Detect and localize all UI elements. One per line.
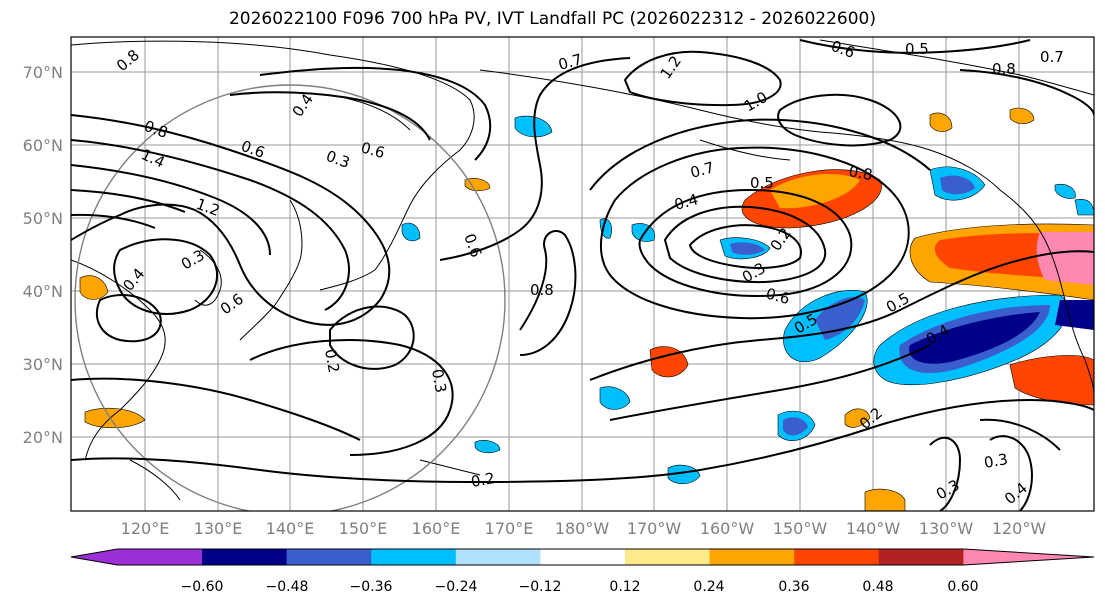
lat-label: 70°N [23,63,63,82]
colorbar-cell [709,549,795,565]
colorbar-tick-label: −0.24 [435,579,478,595]
colorbar-tick-label: 0.60 [947,579,978,595]
contour-label: 0.5 [905,40,929,58]
lon-label: 180°W [555,519,610,538]
lon-label: 120°W [992,519,1047,538]
lat-label: 20°N [23,428,63,447]
lon-label: 160°W [700,519,755,538]
colorbar-tick-label: −0.36 [350,579,393,595]
colorbar-cell [625,549,710,565]
contour-label: 0.8 [992,60,1016,78]
colorbar-cell [117,549,202,565]
colorbar-cell [202,549,287,565]
colorbar-tick-label: −0.12 [519,579,562,595]
contour-label: 0.2 [470,469,497,491]
lon-label: 140°E [266,519,315,538]
contour-label: 0.6 [359,138,387,162]
colorbar-ticks: −0.60 −0.48 −0.36 −0.24 −0.12 0.12 0.24 … [181,579,979,595]
colorbar-cell [455,549,541,565]
colorbar-tick-label: 0.24 [693,579,724,595]
colorbar-cell [878,549,964,565]
contour-label: 0.2 [321,348,343,375]
colorbar-cell [540,549,626,565]
contour-labels: 0.8 0.7 1.2 1.0 0.6 0.5 0.8 0.7 0.4 0.6 … [113,37,1064,508]
coastlines [71,39,1094,501]
colorbar-tick-label: −0.48 [266,579,309,595]
colorbar-cells [70,548,1095,566]
contour-label: 0.8 [530,281,554,299]
colorbar-cell [371,549,457,565]
pv-contours [71,39,1094,511]
lon-label: 150°E [339,519,388,538]
lat-label: 50°N [23,209,63,228]
contour-label: 0.3 [983,450,1010,472]
lon-label: 150°W [773,519,828,538]
longitude-labels: 120°E 130°E 140°E 150°E 160°E 170°E 180°… [121,519,1047,538]
lon-label: 130°W [919,519,974,538]
colorbar-tick-label: 0.48 [862,579,893,595]
ivt-shading [79,107,1094,511]
lon-label: 170°W [627,519,682,538]
colorbar-cell [286,549,372,565]
lat-label: 30°N [23,355,63,374]
colorbar-cell [794,549,880,565]
contour-label: 0.7 [556,50,584,74]
contour-label: 0.3 [428,368,450,395]
lat-label: 60°N [23,136,63,155]
contour-label: 0.8 [847,162,874,184]
colorbar-tick-label: 0.36 [778,579,809,595]
latitude-labels: 70°N 60°N 50°N 40°N 30°N 20°N [23,63,63,447]
map-panel: 0.8 0.7 1.2 1.0 0.6 0.5 0.8 0.7 0.4 0.6 … [70,36,1095,512]
colorbar-extend-max [963,549,1094,565]
contour-label: 0.5 [750,174,774,192]
colorbar-extend-min [71,549,118,565]
chart-title: 2026022100 F096 700 hPa PV, IVT Landfall… [228,9,876,29]
lon-label: 170°E [485,519,534,538]
colorbar-outline [70,548,1095,566]
map-frame [70,36,1095,512]
lon-label: 130°E [194,519,243,538]
contour-label: 0.4 [672,190,700,214]
lat-label: 40°N [23,282,63,301]
contour-label: 0.7 [688,158,716,182]
contour-label: 0.6 [764,284,792,308]
colorbar-tick-label: 0.12 [609,579,640,595]
contour-label: 0.7 [1040,48,1064,66]
colorbar-tick-label: −0.60 [181,579,224,595]
lon-label: 120°E [121,519,170,538]
range-circle [74,84,506,511]
colorbar: −0.60 −0.48 −0.36 −0.24 −0.12 0.12 0.24 … [70,548,1095,595]
lon-label: 140°W [846,519,901,538]
lon-label: 160°E [412,519,461,538]
